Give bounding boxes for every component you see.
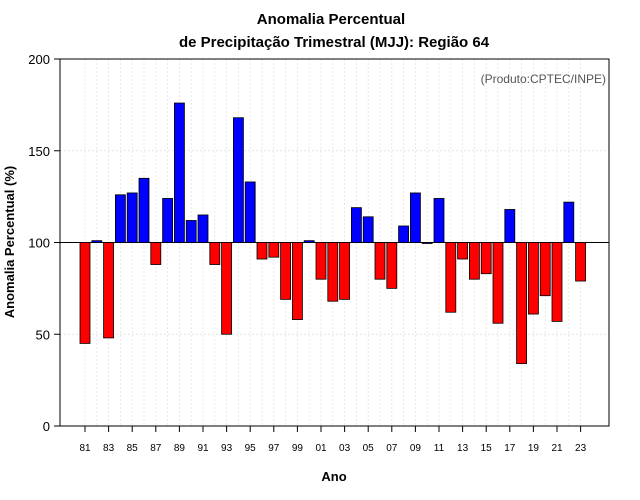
bar-84 xyxy=(115,194,126,243)
bar-93 xyxy=(221,242,233,335)
bar-01 xyxy=(315,242,327,280)
bar-02 xyxy=(327,242,339,302)
x-tick-label: 23 xyxy=(575,443,587,454)
bar-98 xyxy=(280,242,292,300)
bar-08 xyxy=(398,225,410,243)
bar-00 xyxy=(303,240,315,243)
bar-85 xyxy=(126,192,138,243)
bar-83 xyxy=(103,242,114,339)
bar-04 xyxy=(350,207,362,243)
bar-18 xyxy=(516,242,527,365)
x-tick-label: 85 xyxy=(127,443,139,454)
bar-20 xyxy=(539,242,551,297)
bar-23 xyxy=(575,242,586,282)
bar-88 xyxy=(162,198,174,243)
grid xyxy=(60,58,609,427)
bar-16 xyxy=(492,242,504,324)
bar-87 xyxy=(150,242,162,265)
bar-86 xyxy=(138,177,150,243)
bar-09 xyxy=(409,192,421,243)
y-tick-label: 200 xyxy=(28,52,50,67)
x-tick-label: 15 xyxy=(481,443,493,454)
chart-subtitle: de Precipitação Trimestral (MJJ): Região… xyxy=(179,34,490,51)
y-tick-label: 50 xyxy=(36,327,50,342)
x-tick-label: 13 xyxy=(457,443,469,454)
x-tick-label: 01 xyxy=(315,443,327,454)
bar-12 xyxy=(445,242,457,313)
x-tick-label: 95 xyxy=(245,443,257,454)
bars xyxy=(79,102,586,365)
bar-07 xyxy=(386,242,398,289)
bar-15 xyxy=(480,242,492,275)
x-tick-label: 99 xyxy=(292,443,304,454)
bar-11 xyxy=(433,198,445,243)
y-tick-label: 0 xyxy=(43,419,50,434)
x-tick-label: 97 xyxy=(268,443,280,454)
bar-82 xyxy=(91,240,103,243)
y-tick-label: 100 xyxy=(28,236,50,251)
y-tick-label: 150 xyxy=(28,144,50,159)
bar-92 xyxy=(209,242,221,265)
y-axis-label: Anomalia Percentual (%) xyxy=(2,166,17,318)
source-note: (Produto:CPTEC/INPE) xyxy=(481,72,606,86)
x-tick-label: 81 xyxy=(79,443,91,454)
x-tick-label: 19 xyxy=(528,443,540,454)
y-axis: 0 50 100 150 200 xyxy=(28,52,60,434)
bar-81 xyxy=(79,242,91,344)
bar-10 xyxy=(421,242,433,244)
bar-19 xyxy=(528,242,539,315)
x-tick-label: 83 xyxy=(103,443,115,454)
bar-14 xyxy=(468,242,480,280)
x-tick-label: 21 xyxy=(551,443,563,454)
x-tick-label: 11 xyxy=(434,443,445,454)
bar-03 xyxy=(339,242,351,300)
bar-89 xyxy=(173,102,185,243)
bar-94 xyxy=(232,117,244,243)
x-tick-label: 93 xyxy=(221,443,233,454)
bar-06 xyxy=(374,242,386,280)
x-tick-label: 05 xyxy=(363,443,375,454)
x-axis: 81 83 85 87 89 91 93 95 97 99 01 03 05 07 09 11 13 15 17 19… xyxy=(79,426,587,454)
x-tick-label: 03 xyxy=(339,443,351,454)
bar-97 xyxy=(268,242,280,258)
bar-17 xyxy=(504,209,516,243)
x-axis-label: Ano xyxy=(321,469,346,484)
bar-99 xyxy=(291,242,303,320)
x-tick-label: 07 xyxy=(386,443,398,454)
chart-title: Anomalia Percentual xyxy=(257,11,405,28)
bar-22 xyxy=(563,201,575,243)
x-tick-label: 91 xyxy=(197,443,209,454)
bar-95 xyxy=(244,181,256,243)
bar-05 xyxy=(362,216,374,243)
bar-90 xyxy=(185,220,197,243)
bar-13 xyxy=(457,242,469,260)
x-tick-label: 87 xyxy=(150,443,162,454)
x-tick-label: 09 xyxy=(410,443,422,454)
bar-21 xyxy=(551,242,563,322)
x-tick-label: 17 xyxy=(504,443,516,454)
bar-91 xyxy=(197,214,209,243)
x-tick-label: 89 xyxy=(174,443,186,454)
bar-96 xyxy=(256,242,268,260)
